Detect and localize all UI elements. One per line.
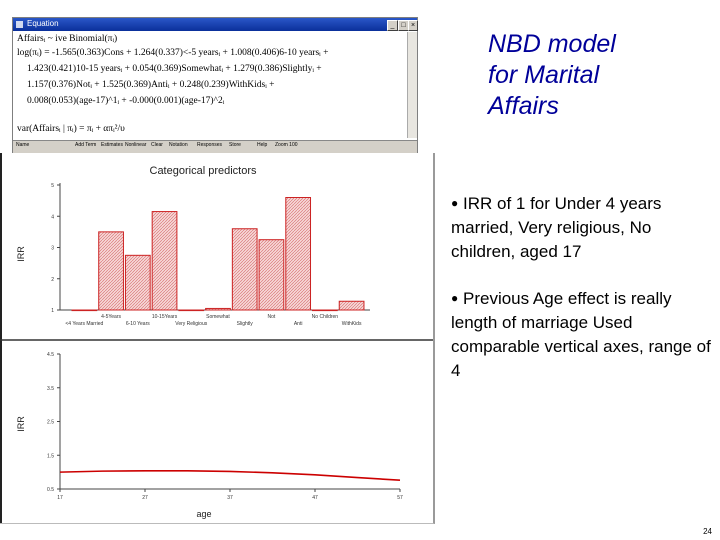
bar-chart-x-tick-label: Anti xyxy=(294,321,303,327)
line-chart-y-tick-label: 4.5 xyxy=(47,352,54,358)
equation-line: var(Affairsᵢ | πᵢ) = πᵢ + απᵢ²/υ xyxy=(17,124,125,134)
chart-panel: Categorical predictors IRR 1 2 3 4 5 4-5Year… xyxy=(0,153,435,524)
bar-chart-x-tick-label: No Children xyxy=(312,314,339,320)
bar xyxy=(338,300,365,311)
line-chart-x-tick-label: 17 xyxy=(57,495,63,501)
bar xyxy=(124,254,151,311)
toolbar-help-button[interactable]: Help xyxy=(257,142,268,148)
bar-chart-title: Categorical predictors xyxy=(150,165,257,177)
bar xyxy=(312,309,338,312)
equation-window-titlebar[interactable]: Equation _ □ × xyxy=(13,18,418,31)
toolbar-nonlinear-button[interactable]: Nonlinear xyxy=(125,142,147,148)
bar-chart-y-tick-label: 3 xyxy=(51,246,54,252)
toolbar-clear-button[interactable]: Clear xyxy=(151,142,163,148)
equation-line: 0.008(0.053)(age-17)^1ᵢ + -0.000(0.001)(… xyxy=(27,96,225,106)
bar-chart-y-tick-label: 1 xyxy=(51,308,54,314)
line-chart-x-tick-label: 37 xyxy=(227,495,233,501)
toolbar-notation-button[interactable]: Notation xyxy=(169,142,188,148)
line-chart-x-tick-label: 57 xyxy=(397,495,403,501)
bar-chart-y-tick-label: 4 xyxy=(51,214,54,220)
bullet-item: ● IRR of 1 for Under 4 years married, Ve… xyxy=(451,191,711,264)
bar-chart-x-tick-label: 4-5Years xyxy=(101,314,121,320)
bullet-item: ● Previous Age effect is really length o… xyxy=(451,286,711,383)
equation-line: 1.157(0.376)Notᵢ + 1.525(0.369)Antiᵢ + 0… xyxy=(27,80,275,90)
line-chart-y-tick-label: 3.5 xyxy=(47,386,54,392)
bullet-text: IRR of 1 for Under 4 years married, Very… xyxy=(451,194,662,261)
page-number: 24 xyxy=(703,527,712,536)
bar-chart-x-tick-label: 6-10 Years xyxy=(126,321,150,327)
irr-age-line xyxy=(59,469,401,482)
chart-panel-edge xyxy=(0,153,2,523)
bar-chart-x-tick-label: 10-15Years xyxy=(152,314,178,320)
bar xyxy=(285,197,312,311)
bar xyxy=(178,309,205,312)
equation-window[interactable]: Equation _ □ × Affairsᵢ ~ ive Binomial(π… xyxy=(12,17,418,153)
bar xyxy=(231,228,258,311)
bar xyxy=(205,307,231,311)
slide-title-line: NBD model xyxy=(488,30,616,58)
equation-line: 1.423(0.421)10-15 yearsᵢ + 0.054(0.369)S… xyxy=(27,64,322,74)
charts-svg: Categorical predictors IRR 1 2 3 4 5 4-5Year… xyxy=(0,165,433,519)
toolbar-estimates-button[interactable]: Estimates xyxy=(101,142,123,148)
line-chart-xlabel: age xyxy=(196,509,211,519)
line-chart-x-tick-label: 47 xyxy=(312,495,318,501)
equation-text: Affairsᵢ ~ ive Binomial(πᵢ) log(πᵢ) = -1… xyxy=(15,32,405,152)
line-chart-y-tick-label: 2.5 xyxy=(47,420,54,426)
slide-title: NBD model for Marital Affairs xyxy=(488,29,708,122)
equation-line: log(πᵢ) = -1.565(0.363)Cons + 1.264(0.33… xyxy=(17,48,329,58)
slide-title-line: for Marital xyxy=(488,61,600,89)
bar xyxy=(71,309,98,312)
equation-line: Affairsᵢ ~ ive Binomial(πᵢ) xyxy=(17,34,118,44)
bar-chart-tick-labels: 4-5Years 10-15Years Somewhat Not No Children… xyxy=(65,314,362,327)
bar xyxy=(98,231,124,311)
equation-scrollbar[interactable] xyxy=(407,32,417,138)
bar-chart-y-tick-label: 5 xyxy=(51,183,54,189)
bar-chart-x-tick-label: Slightly xyxy=(237,321,254,327)
line-chart-ylabel: IRR xyxy=(16,416,26,432)
window-icon xyxy=(16,21,23,28)
bar-chart-bars xyxy=(71,197,365,312)
bar-chart-y-tick-label: 2 xyxy=(51,277,54,283)
bar xyxy=(258,239,285,311)
line-chart-y-tick-label: 0.5 xyxy=(47,487,54,493)
line-chart-series xyxy=(59,469,401,482)
toolbar-add-term-button[interactable]: Add Term xyxy=(75,142,97,148)
bar-chart-ylabel: IRR xyxy=(16,246,26,262)
bar-chart-x-tick-label: Very Religious xyxy=(175,321,207,327)
bar-chart-x-tick-label: <4 Years Married xyxy=(65,321,103,327)
slide-title-line: Affairs xyxy=(488,92,559,120)
equation-window-title: Equation xyxy=(27,19,59,28)
minimize-icon[interactable]: _ xyxy=(387,20,398,31)
bullet-dot-icon: ● xyxy=(451,196,459,210)
bar xyxy=(151,211,178,311)
toolbar-store-button[interactable]: Store xyxy=(229,142,241,148)
bar-chart-x-tick-label: WithKids xyxy=(342,321,362,327)
bar-chart-x-tick-label: Not xyxy=(268,314,276,320)
line-chart-y-tick-label: 1.5 xyxy=(47,453,54,459)
line-chart-axes: 0.5 1.5 2.5 3.5 4.5 17 27 37 47 57 xyxy=(47,352,403,501)
toolbar-zoom-select[interactable]: Zoom 100 xyxy=(275,142,298,148)
bullet-text: Previous Age effect is really length of … xyxy=(451,289,711,380)
close-icon[interactable]: × xyxy=(408,20,418,31)
equation-toolbar: Name Add Term Estimates Nonlinear Clear … xyxy=(13,140,417,153)
bullet-dot-icon: ● xyxy=(451,291,459,305)
line-chart-x-tick-label: 27 xyxy=(142,495,148,501)
toolbar-responses-button[interactable]: Responses xyxy=(197,142,223,148)
toolbar-name-button[interactable]: Name xyxy=(16,142,30,148)
bar-chart-x-tick-label: Somewhat xyxy=(206,314,230,320)
